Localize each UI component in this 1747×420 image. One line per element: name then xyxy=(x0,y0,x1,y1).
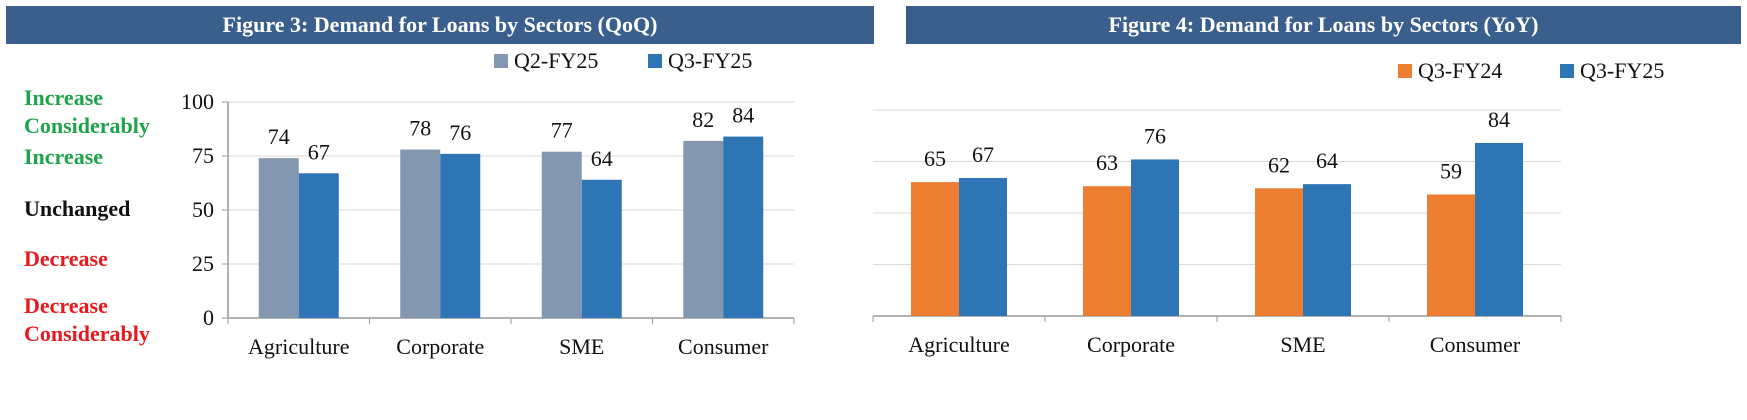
data-label-q3-fy25-consumer: 84 xyxy=(732,103,754,128)
bar-q3-fy25-corporate xyxy=(440,153,481,318)
bar-q3-fy25-corporate xyxy=(1131,159,1179,316)
x-tick-label-corporate: Corporate xyxy=(396,334,484,359)
figure-4-title: Figure 4: Demand for Loans by Sectors (Y… xyxy=(906,6,1741,44)
legend-label-q3-fy24: Q3-FY24 xyxy=(1418,58,1503,83)
figure-4-panel: Figure 4: Demand for Loans by Sectors (Y… xyxy=(872,0,1747,420)
data-label-q3-fy24-agriculture: 65 xyxy=(924,146,946,171)
data-label-q3-fy25-sme: 64 xyxy=(1316,148,1338,173)
legend-item-q2-fy25: Q2-FY25 xyxy=(494,48,598,74)
data-label-q3-fy25-corporate: 76 xyxy=(449,120,471,145)
x-tick-label-sme: SME xyxy=(559,334,604,359)
data-label-q3-fy24-sme: 62 xyxy=(1268,152,1290,177)
bar-q3-fy24-corporate xyxy=(1083,186,1131,316)
bar-q2-fy25-consumer xyxy=(683,140,724,318)
bar-q3-fy25-consumer xyxy=(1475,142,1523,316)
legend-label-q3-fy25-yoy: Q3-FY25 xyxy=(1580,58,1665,83)
bar-q3-fy25-sme xyxy=(1303,184,1351,316)
figure-4-chart: Agriculture 65 67 Corporate 63 76 SME 62 64 Consu… xyxy=(872,107,1562,357)
bar-q3-fy25-agriculture xyxy=(959,177,1007,316)
bar-q3-fy24-sme xyxy=(1255,188,1303,316)
bar-q3-fy25-agriculture xyxy=(298,173,339,318)
x-tick-label-corporate: Corporate xyxy=(1087,332,1175,357)
x-tick-label-consumer: Consumer xyxy=(1430,332,1521,357)
legend-swatch-q2-fy25 xyxy=(494,54,508,68)
y-tick-label-75: 75 xyxy=(192,143,214,168)
legend-item-q3-fy25-yoy: Q3-FY25 xyxy=(1560,58,1664,84)
bar-q2-fy25-corporate xyxy=(400,149,441,318)
data-label-q3-fy25-agriculture: 67 xyxy=(972,142,994,167)
side-label-unchanged: Unchanged xyxy=(24,196,131,221)
data-label-q3-fy24-corporate: 63 xyxy=(1096,150,1118,175)
side-label-decrease-considerably: Decrease Considerably xyxy=(24,293,150,346)
x-tick-label-sme: SME xyxy=(1280,332,1325,357)
y-tick-label-25: 25 xyxy=(192,251,214,276)
figure-3-chart: 0 25 50 75 100 Agriculture 74 67 Corporate 78 76 SM… xyxy=(181,89,795,359)
data-label-q3-fy24-consumer: 59 xyxy=(1440,158,1462,183)
legend-label-q2-fy25: Q2-FY25 xyxy=(514,48,599,73)
legend-swatch-q3-fy24 xyxy=(1398,64,1412,78)
figure-3-panel: Figure 3: Demand for Loans by Sectors (Q… xyxy=(6,6,874,359)
side-label-increase: Increase xyxy=(24,144,104,169)
side-label-increase-considerably: Increase Considerably xyxy=(24,85,150,138)
y-tick-label-50: 50 xyxy=(192,197,214,222)
bar-q2-fy25-sme xyxy=(541,151,582,318)
data-label-q3-fy25-corporate: 76 xyxy=(1144,123,1166,148)
y-tick-label-0: 0 xyxy=(203,305,214,330)
side-label-decrease: Decrease xyxy=(24,246,108,271)
data-label-q3-fy25-agriculture: 67 xyxy=(308,139,330,164)
data-label-q3-fy25-sme: 64 xyxy=(591,146,613,171)
bar-q3-fy24-agriculture xyxy=(911,182,959,316)
data-label-q2-fy25-consumer: 82 xyxy=(692,107,714,132)
y-tick-label-100: 100 xyxy=(181,89,214,114)
legend-swatch-q3-fy25-yoy xyxy=(1560,64,1574,78)
bar-q3-fy25-consumer xyxy=(723,136,764,318)
legend-swatch-q3-fy25 xyxy=(648,54,662,68)
legend-item-q3-fy25: Q3-FY25 xyxy=(648,48,752,74)
figure-3-title: Figure 3: Demand for Loans by Sectors (Q… xyxy=(6,6,874,44)
bar-q3-fy25-sme xyxy=(581,179,622,318)
data-label-q2-fy25-corporate: 78 xyxy=(409,116,431,141)
data-label-q2-fy25-agriculture: 74 xyxy=(268,124,290,149)
x-tick-label-consumer: Consumer xyxy=(678,334,769,359)
x-tick-label-agriculture: Agriculture xyxy=(908,332,1009,357)
bar-q3-fy24-consumer xyxy=(1427,194,1475,316)
legend-label-q3-fy25: Q3-FY25 xyxy=(668,48,753,73)
x-tick-label-agriculture: Agriculture xyxy=(248,334,349,359)
legend-item-q3-fy24: Q3-FY24 xyxy=(1398,58,1502,84)
bar-q2-fy25-agriculture xyxy=(258,158,299,318)
data-label-q2-fy25-sme: 77 xyxy=(551,118,573,143)
data-label-q3-fy25-consumer: 84 xyxy=(1488,107,1510,132)
